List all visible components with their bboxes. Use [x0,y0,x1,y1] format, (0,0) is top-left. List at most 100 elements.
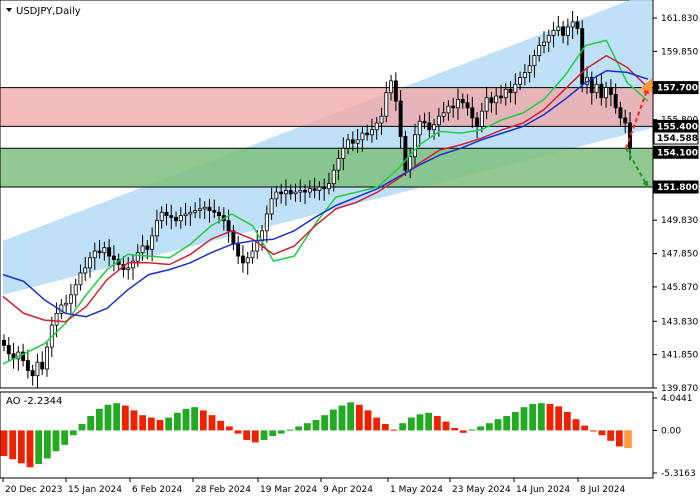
candle[interactable] [88,251,92,278]
candle[interactable] [188,206,193,226]
candle[interactable] [370,118,374,143]
candle[interactable] [111,245,116,272]
candle[interactable] [360,127,365,152]
candle[interactable] [202,201,207,219]
candle[interactable] [599,73,604,106]
candle[interactable] [212,199,217,219]
candle[interactable] [30,364,35,386]
candle[interactable] [341,137,346,171]
candle[interactable] [245,251,250,275]
candle[interactable] [613,83,618,114]
candle[interactable] [279,183,284,204]
candle[interactable] [97,240,102,259]
candle[interactable] [178,207,183,229]
candle[interactable] [154,209,159,242]
candle[interactable] [365,124,370,141]
price-panel[interactable]: 161.830159.850155.800151.810149.830147.8… [0,0,699,394]
candle[interactable] [21,343,26,367]
candle[interactable] [159,206,164,229]
candle[interactable] [45,341,49,377]
candle[interactable] [274,186,279,207]
candle[interactable] [312,177,317,199]
candle[interactable] [240,245,245,273]
candle[interactable] [479,102,484,133]
candle[interactable] [355,128,360,154]
candle[interactable] [374,117,379,140]
candle[interactable] [446,100,451,121]
candle[interactable] [78,264,83,291]
candle[interactable] [183,203,188,226]
candle[interactable] [25,349,30,379]
candle[interactable] [250,242,255,264]
candle[interactable] [441,101,446,123]
candle[interactable] [331,164,336,192]
candle[interactable] [403,130,408,177]
candle[interactable] [527,54,532,83]
candle[interactable] [470,96,475,128]
candle[interactable] [107,239,112,267]
candle[interactable] [608,79,613,107]
candle[interactable] [102,241,107,261]
candle[interactable] [565,18,570,46]
candle[interactable] [303,184,308,205]
candle[interactable] [83,256,88,281]
candle[interactable] [288,184,293,200]
candle[interactable] [456,88,460,120]
candle[interactable] [126,256,131,280]
candle[interactable] [417,115,422,147]
candle[interactable] [522,64,527,86]
candle[interactable] [575,16,580,35]
candle[interactable] [322,178,327,201]
candle[interactable] [164,203,169,226]
candle[interactable] [350,131,355,152]
candle[interactable] [532,49,537,78]
candle[interactable] [503,83,508,106]
candle[interactable] [570,10,575,39]
candle[interactable] [546,29,551,53]
candle[interactable] [556,16,561,37]
candle[interactable] [580,20,585,93]
candle[interactable] [393,72,398,112]
candle[interactable] [336,149,341,181]
candle[interactable] [64,294,69,313]
ao-panel[interactable]: AO -2.2344 4.0441 0.00 -5.3163 [0,391,696,479]
candle[interactable] [422,112,427,129]
candle[interactable] [432,118,437,140]
candle[interactable] [499,85,503,104]
candle[interactable] [236,235,241,265]
candle[interactable] [508,80,513,103]
candle[interactable] [293,183,298,202]
chart-menu-triangle-icon[interactable] [6,8,12,12]
candle[interactable] [628,112,632,161]
candle[interactable] [604,81,609,108]
candle[interactable] [73,278,78,307]
candle[interactable] [561,21,566,44]
candle[interactable] [269,187,274,220]
candle[interactable] [460,93,465,109]
candle[interactable] [283,179,288,206]
candle[interactable] [264,205,269,243]
candle[interactable] [489,91,494,113]
candle[interactable] [193,202,198,219]
candle[interactable] [197,197,202,219]
candle[interactable] [413,123,417,167]
candle[interactable] [594,75,599,99]
candle[interactable] [398,90,403,149]
candle[interactable] [131,255,135,280]
candle[interactable] [68,283,73,314]
symbol-header[interactable]: USDJPY,Daily [6,6,81,17]
candle[interactable] [2,334,6,352]
candle[interactable] [40,351,45,375]
candle[interactable] [169,204,174,230]
candle[interactable] [317,181,322,201]
candle[interactable] [518,71,523,91]
candle[interactable] [551,21,556,48]
candle[interactable] [494,87,499,115]
candle[interactable] [484,86,489,120]
candle[interactable] [6,336,11,362]
candle[interactable] [174,211,178,227]
candle[interactable] [298,179,303,203]
candle[interactable] [35,353,40,388]
candle[interactable] [475,112,480,139]
